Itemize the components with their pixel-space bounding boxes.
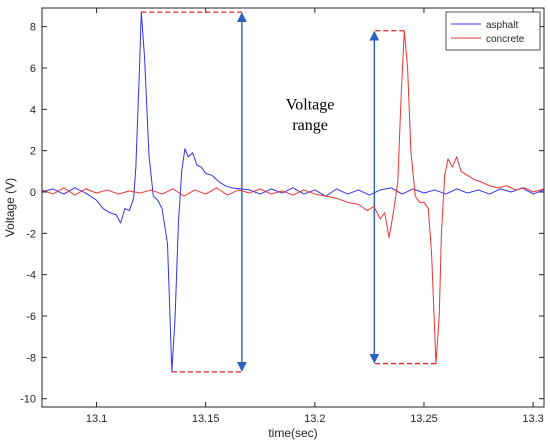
y-tick-label: 6: [30, 63, 36, 75]
y-tick-label: 8: [30, 22, 36, 34]
x-tick-label: 13.3: [522, 413, 543, 425]
x-tick-label: 13.2: [304, 413, 325, 425]
legend-label-concrete: concrete: [486, 34, 525, 45]
series-line-asphalt: [41, 11, 545, 373]
voltage-range-label-line-2: range: [292, 117, 328, 134]
legend-label-asphalt: asphalt: [486, 20, 518, 31]
series-layer: [41, 11, 545, 373]
y-axis-title: Voltage (V): [3, 178, 17, 237]
x-tick-label: 13.25: [410, 413, 438, 425]
y-tick-label: 2: [30, 146, 36, 158]
voltage-range-label-line-1: Voltage: [286, 96, 335, 113]
y-tick-label: 4: [30, 104, 36, 116]
y-tick-label: -6: [26, 311, 36, 323]
x-axis-title: time(sec): [268, 426, 317, 440]
y-axis-ticks: 8 6 4 2 0 -2 -4 -6 -8 -10: [20, 22, 544, 406]
series-line-concrete: [41, 30, 545, 365]
y-tick-label: -10: [20, 394, 36, 406]
x-axis-ticks: 13.1 13.15 13.2 13.25 13.3: [86, 8, 544, 425]
y-tick-label: -8: [26, 352, 36, 364]
legend: asphalt concrete: [445, 11, 541, 51]
y-tick-label: -2: [26, 228, 36, 240]
plot-frame: [41, 7, 545, 408]
x-tick-label: 13.15: [192, 413, 220, 425]
x-tick-label: 13.1: [86, 413, 107, 425]
y-tick-label: -4: [26, 270, 36, 282]
annotations-layer: [141, 11, 436, 373]
y-tick-label: 0: [30, 187, 36, 199]
legend-box: [445, 11, 541, 51]
